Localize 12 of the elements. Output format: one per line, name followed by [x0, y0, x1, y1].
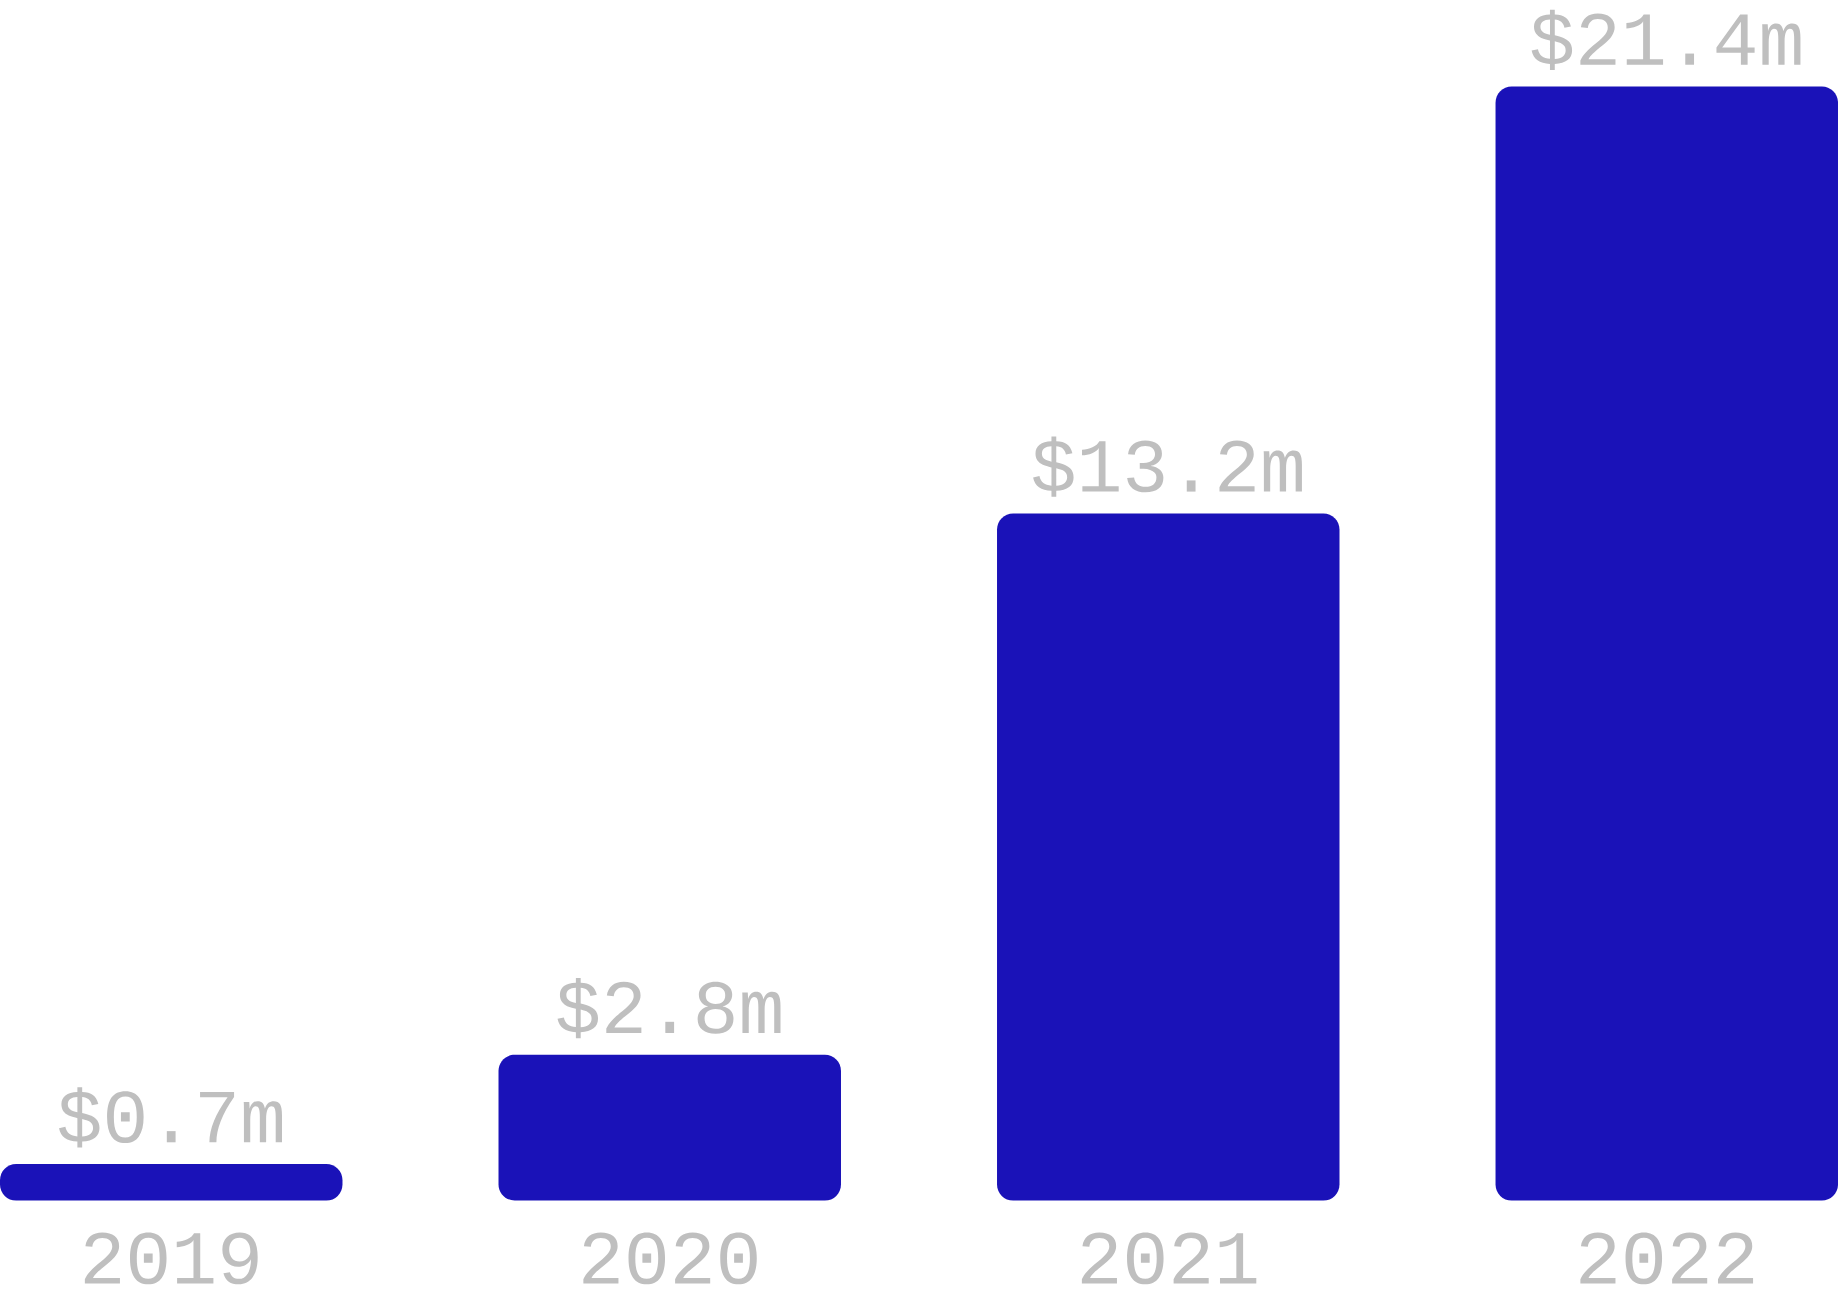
bar: [997, 513, 1340, 1201]
x-tick-label: 2022: [1580, 1232, 1754, 1285]
x-tick-label: 2019: [84, 1232, 258, 1285]
data-label: $21.4m: [1531, 9, 1801, 70]
data-label: $2.8m: [557, 977, 781, 1039]
bar: [498, 1054, 841, 1201]
bar: [1495, 86, 1838, 1201]
data-label: $0.7m: [59, 1087, 282, 1148]
data-label: $13.2m: [1033, 436, 1302, 497]
bar: [0, 1164, 343, 1201]
x-tick-label: 2021: [1081, 1232, 1257, 1285]
x-tick-label: 2020: [583, 1232, 757, 1285]
